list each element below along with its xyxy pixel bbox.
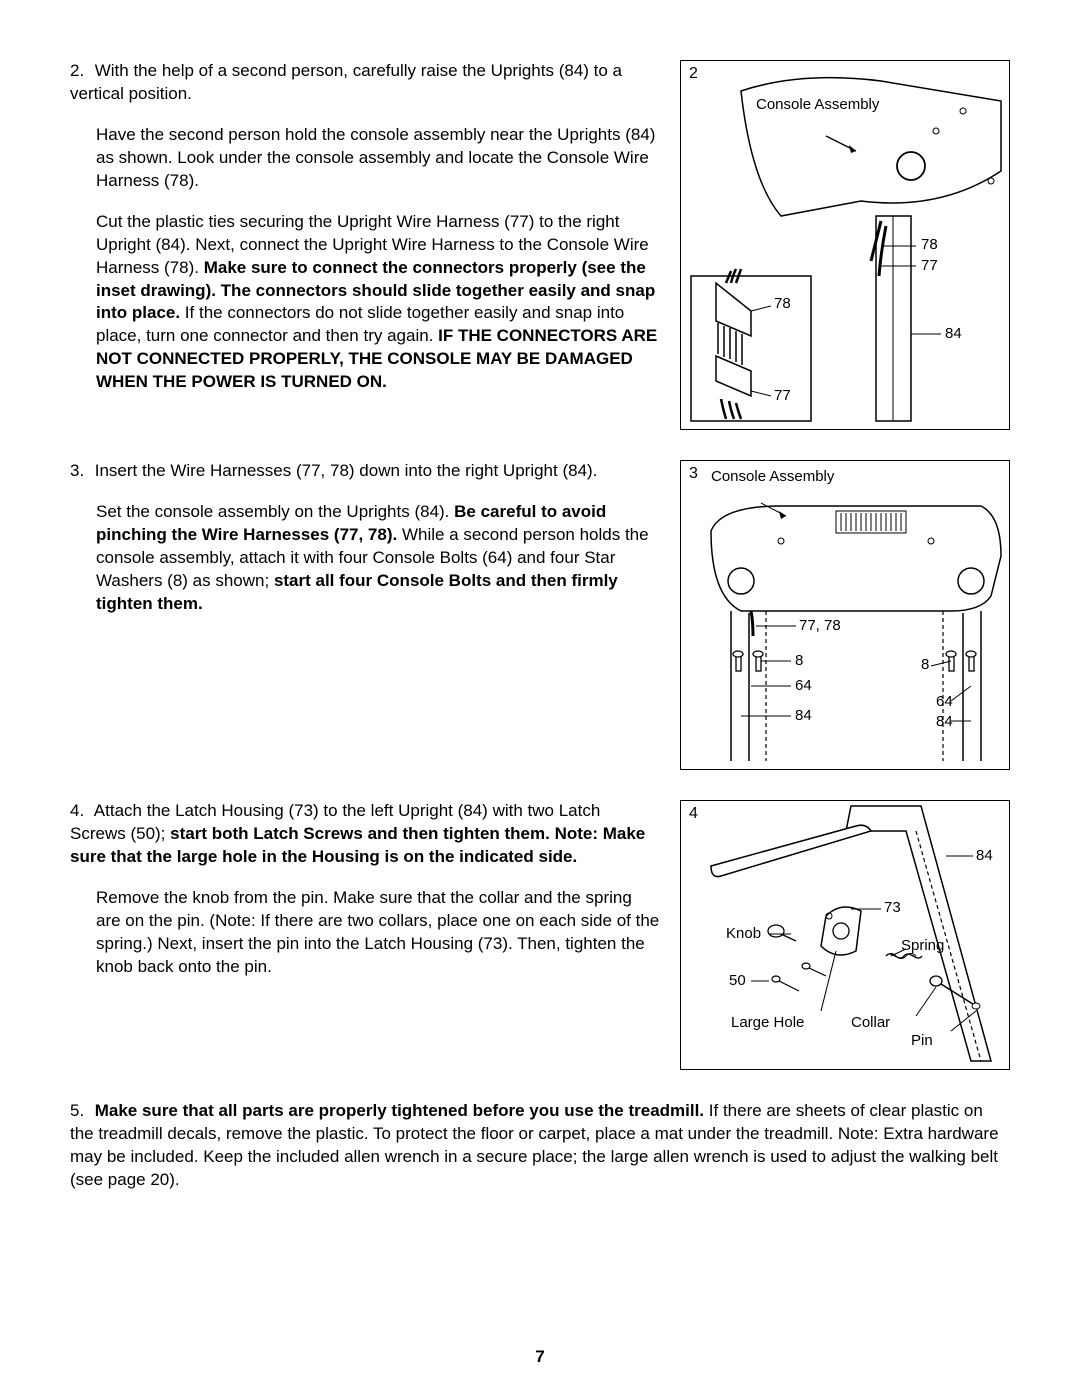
d3-l7778: 77, 78 [799,617,841,634]
d3-l8a: 8 [795,652,803,669]
d3-l64a: 64 [795,677,812,694]
step-5-p1a: Make sure that all parts are properly ti… [95,1101,704,1120]
d3-l8b: 8 [921,656,929,673]
step-3-p1-inline: Insert the Wire Harnesses (77, 78) down … [95,461,598,480]
step-4-row: 4. Attach the Latch Housing (73) to the … [70,800,1010,1070]
d3-l84b: 84 [936,713,953,730]
diagram-3-svg [681,461,1007,767]
step-2-heading: 2. With the help of a second person, car… [70,60,660,106]
d4-knob: Knob [726,925,761,942]
d4-l73: 73 [884,899,901,916]
step-4-heading: 4. Attach the Latch Housing (73) to the … [70,800,660,869]
d4-largehole: Large Hole [731,1014,804,1031]
step-3-p2a: Set the console assembly on the Uprights… [96,502,454,521]
step-5-row: 5. Make sure that all parts are properly… [70,1100,1010,1192]
step-3-text: 3. Insert the Wire Harnesses (77, 78) do… [70,460,660,770]
step-5-heading: 5. Make sure that all parts are properly… [70,1100,1010,1192]
step-2-text: 2. With the help of a second person, car… [70,60,660,430]
diagram-4-number: 4 [689,805,698,823]
diagram-2: 2 Console Assembly [680,60,1010,430]
diagram-3-number: 3 [689,465,698,483]
d2-inset77: 77 [774,387,791,404]
step-2-p2: Have the second person hold the console … [96,124,660,193]
d4-pin: Pin [911,1032,933,1049]
d2-inset78: 78 [774,295,791,312]
step-5-number: 5. [70,1100,90,1123]
step-2-p1-inline: With the help of a second person, carefu… [70,61,622,103]
d4-l50: 50 [729,972,746,989]
diagram-2-number: 2 [689,65,698,83]
d4-l84: 84 [976,847,993,864]
d2-l84: 84 [945,325,962,342]
d4-collar: Collar [851,1014,890,1031]
page-number: 7 [535,1347,544,1367]
step-3-row: 3. Insert the Wire Harnesses (77, 78) do… [70,460,1010,770]
manual-page: 2. With the help of a second person, car… [0,0,1080,1397]
step-4-text: 4. Attach the Latch Housing (73) to the … [70,800,660,1070]
diagram-3: 3 Console Assembly [680,460,1010,770]
step-2-row: 2. With the help of a second person, car… [70,60,1010,430]
step-3-heading: 3. Insert the Wire Harnesses (77, 78) do… [70,460,660,483]
step-3-number: 3. [70,460,90,483]
step-2-p3: Cut the plastic ties securing the Uprigh… [96,211,660,395]
diagram-4: 4 [680,800,1010,1070]
step-3-p2: Set the console assembly on the Uprights… [96,501,660,616]
step-2-number: 2. [70,60,90,83]
d4-spring: Spring [901,937,944,954]
d3-l64b: 64 [936,693,953,710]
diagram-2-svg [681,61,1007,427]
d2-l77: 77 [921,257,938,274]
diagram-2-console-label: Console Assembly [756,96,826,113]
step-4-number: 4. [70,800,90,823]
d3-console: Console Assembly [711,469,781,486]
step-4-p2: Remove the knob from the pin. Make sure … [96,887,660,979]
d3-l84a: 84 [795,707,812,724]
d2-l78: 78 [921,236,938,253]
